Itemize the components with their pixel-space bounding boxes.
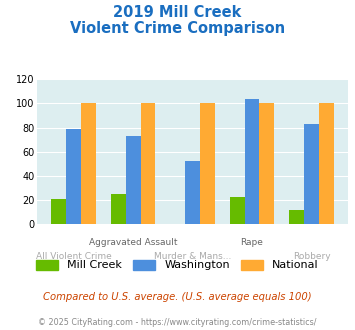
Bar bbox=[185, 161, 200, 224]
Bar bbox=[126, 136, 141, 224]
Bar bbox=[289, 210, 304, 224]
Bar bbox=[260, 103, 274, 224]
Bar bbox=[141, 103, 155, 224]
Bar bbox=[304, 124, 319, 224]
Legend: Mill Creek, Washington, National: Mill Creek, Washington, National bbox=[36, 260, 319, 270]
Bar bbox=[319, 103, 334, 224]
Bar bbox=[51, 199, 66, 224]
Text: Violent Crime Comparison: Violent Crime Comparison bbox=[70, 21, 285, 36]
Text: Compared to U.S. average. (U.S. average equals 100): Compared to U.S. average. (U.S. average … bbox=[43, 292, 312, 302]
Text: Rape: Rape bbox=[241, 238, 263, 247]
Bar bbox=[66, 129, 81, 224]
Text: Murder & Mans...: Murder & Mans... bbox=[154, 252, 231, 261]
Text: Aggravated Assault: Aggravated Assault bbox=[89, 238, 178, 247]
Text: © 2025 CityRating.com - https://www.cityrating.com/crime-statistics/: © 2025 CityRating.com - https://www.city… bbox=[38, 318, 317, 327]
Text: All Violent Crime: All Violent Crime bbox=[36, 252, 111, 261]
Bar bbox=[200, 103, 215, 224]
Bar bbox=[81, 103, 96, 224]
Text: Robbery: Robbery bbox=[293, 252, 330, 261]
Bar bbox=[245, 99, 260, 224]
Bar bbox=[230, 197, 245, 224]
Bar bbox=[111, 194, 126, 224]
Text: 2019 Mill Creek: 2019 Mill Creek bbox=[113, 5, 242, 20]
